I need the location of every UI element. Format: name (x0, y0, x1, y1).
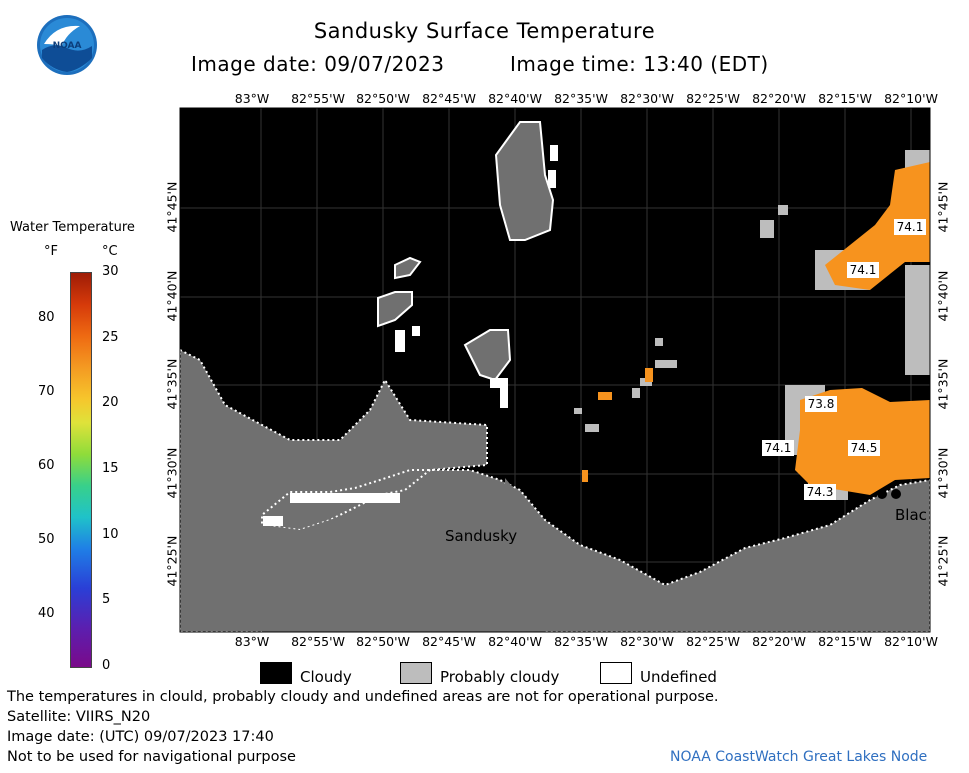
lon-label-top: 82°45'W (422, 91, 476, 106)
lon-label-bottom: 82°55'W (291, 634, 345, 649)
image-time: Image time: 13:40 (EDT) (510, 52, 769, 76)
temperature-label: 74.1 (897, 220, 924, 234)
lon-label-top: 82°55'W (291, 91, 345, 106)
page-title: Sandusky Surface Temperature (313, 19, 656, 43)
lon-label-top: 82°10'W (884, 91, 938, 106)
lon-label-top: 82°50'W (356, 91, 410, 106)
colorbar-tick-f: 40 (38, 606, 55, 621)
lon-label-top: 83°W (234, 91, 270, 106)
temperature-label: 73.8 (808, 397, 835, 411)
legend-swatch-probably-cloudy (400, 662, 432, 684)
legend-swatch-undefined (600, 662, 632, 684)
island-small-1 (377, 291, 413, 328)
colorbar (70, 272, 92, 668)
lon-label-bottom: 82°15'W (818, 634, 872, 649)
colorbar-title: Water Temperature (10, 220, 135, 235)
footer-satellite: Satellite: VIIRS_N20 (7, 709, 151, 725)
lon-label-bottom: 82°50'W (356, 634, 410, 649)
colorbar-tick-f: 50 (38, 532, 55, 547)
colorbar-tick-f: 70 (38, 384, 55, 399)
colorbar-unit-c: °C (102, 244, 118, 259)
colorbar-tick-c: 5 (102, 592, 111, 608)
lon-label-top: 82°15'W (818, 91, 872, 106)
temperature-label-box (894, 219, 926, 235)
lon-label-bottom: 82°10'W (884, 634, 938, 649)
colorbar-tick-c: 10 (102, 526, 119, 542)
noaa-logo-icon: NOAA (36, 14, 98, 76)
colorbar-tick-c: 30 (102, 264, 119, 279)
colorbar-unit-f: °F (44, 244, 58, 259)
map-frame (179, 107, 931, 633)
temperature-label: 74.1 (765, 441, 792, 455)
colorbar-tick-c: 0 (102, 658, 111, 673)
footer-navigation: Not to be used for navigational purpose (7, 749, 296, 765)
logo-text: NOAA (53, 41, 82, 51)
lon-label-bottom: 82°45'W (422, 634, 476, 649)
place-label-sandusky: Sandusky (445, 527, 517, 545)
legend-label-probably-cloudy: Probably cloudy (440, 668, 560, 686)
colorbar-tick-c: 15 (102, 461, 119, 476)
lon-label-bottom: 82°20'W (752, 634, 806, 649)
lon-label-top: 82°35'W (554, 91, 608, 106)
footer-utc-date: Image date: (UTC) 09/07/2023 17:40 (7, 729, 274, 745)
legend-label-cloudy: Cloudy (300, 668, 352, 686)
undefined-patches (263, 145, 558, 526)
footer-credit: NOAA CoastWatch Great Lakes Node (670, 749, 928, 765)
lon-label-top: 82°30'W (620, 91, 674, 106)
temperature-label: 74.5 (851, 441, 878, 455)
image-date: Image date: 09/07/2023 (191, 52, 445, 76)
legend-swatch-cloudy (260, 662, 292, 684)
island-kelleys (494, 121, 555, 241)
colorbar-tick-f: 80 (38, 310, 55, 325)
lon-label-top: 82°40'W (488, 91, 542, 106)
colorbar-tick-f: 60 (38, 458, 55, 473)
temperature-label-box (762, 440, 794, 456)
temperature-labels: 74.1 74.1 73.8 74.1 74.5 74.3 (762, 219, 926, 500)
lon-label-bottom: 82°40'W (488, 634, 542, 649)
temperature-label-box (847, 262, 879, 278)
lon-label-bottom: 82°30'W (620, 634, 674, 649)
lon-label-bottom: 82°25'W (686, 634, 740, 649)
island-south-bass (463, 329, 512, 382)
lon-label-bottom: 82°35'W (554, 634, 608, 649)
footer-disclaimer: The temperatures in clould, probably clo… (7, 689, 719, 705)
legend-label-undefined: Undefined (640, 668, 717, 686)
temperature-label-box (848, 440, 880, 456)
island-small-2 (394, 256, 422, 280)
lon-label-top: 82°25'W (686, 91, 740, 106)
temperature-label: 74.3 (807, 485, 834, 499)
land-inner-bay (262, 478, 545, 632)
temperature-label: 74.1 (850, 263, 877, 277)
colorbar-tick-c: 25 (102, 329, 119, 345)
place-label-blac: Blac (895, 506, 927, 524)
colorbar-tick-c: 20 (102, 395, 119, 411)
coastline-dots (385, 234, 901, 499)
temperature-label-box (805, 396, 837, 412)
temperature-label-box (804, 484, 836, 500)
lon-label-bottom: 83°W (234, 634, 270, 649)
lon-label-top: 82°20'W (752, 91, 806, 106)
